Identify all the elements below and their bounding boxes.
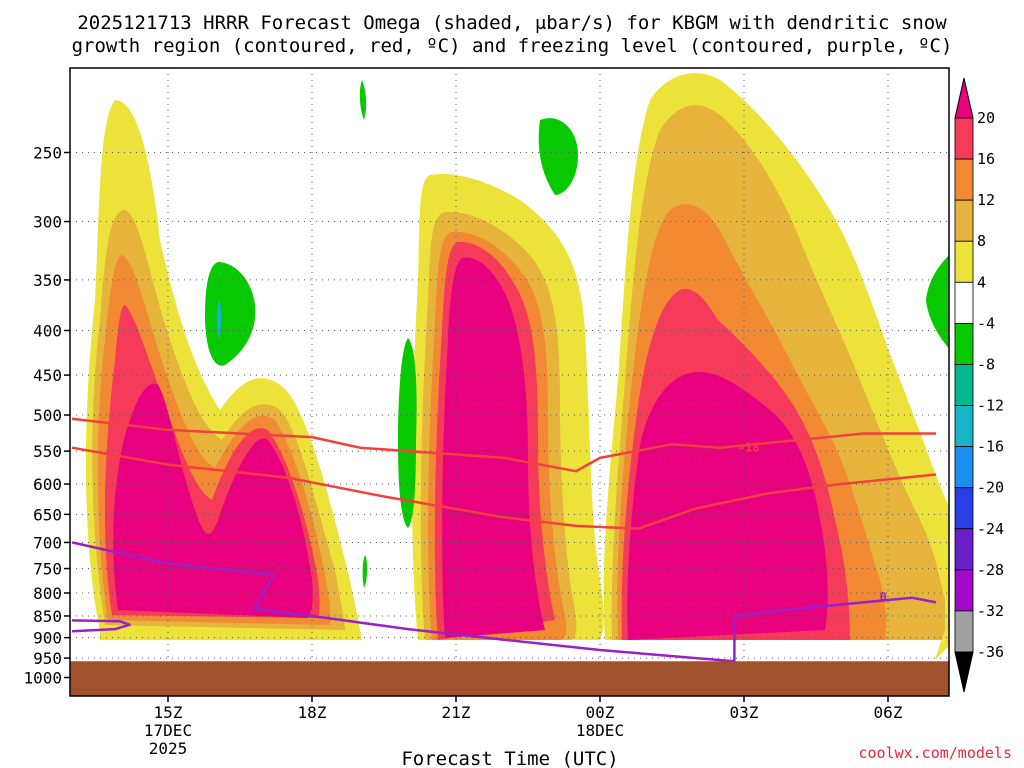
plot-frame — [69, 67, 950, 697]
colorbar-segment-6 — [954, 322, 974, 365]
colorbar-label-9: -20 — [977, 479, 1004, 497]
contour-line-3 — [71, 619, 131, 633]
colorbar-segment-1 — [954, 117, 974, 160]
y-tick-label-900: 900 — [33, 629, 62, 648]
colorbar-label-12: -32 — [977, 602, 1004, 620]
colorbar-segment-10 — [954, 487, 974, 530]
omega-plume-3 — [603, 73, 949, 641]
omega-plume-2 — [412, 174, 604, 641]
colorbar-label-3: 8 — [977, 232, 986, 250]
y-tick-label-550: 550 — [33, 442, 62, 461]
colorbar-label-1: 16 — [977, 150, 995, 168]
plot-area: -18 0 — [70, 68, 949, 696]
colorbar-label-6: -8 — [977, 355, 995, 373]
colorbar-label-7: -12 — [977, 397, 1004, 415]
colorbar-segment-4 — [954, 240, 974, 283]
colorbar-bottom-arrow — [954, 651, 974, 693]
omega-edge-patch — [935, 617, 949, 660]
y-tick-label-600: 600 — [33, 475, 62, 494]
contour-label-1: -18 — [738, 441, 760, 455]
contour-line-2 — [71, 541, 937, 663]
colorbar-label-11: -28 — [977, 561, 1004, 579]
colorbar-label-5: -4 — [977, 314, 995, 332]
y-tick-label-450: 450 — [33, 366, 62, 385]
y-axis: 250 300 350 400 450 500 550 600 650 700 750 800 850 9… — [23, 144, 70, 688]
colorbar-segment-7 — [954, 364, 974, 406]
x-axis-label: Forecast Time (UTC) — [401, 748, 618, 768]
contour-line-0 — [71, 417, 936, 473]
colorbar: 20 16 12 8 4 -4 -8 -12 -16 -20 -24 -28 -32 -36 — [954, 77, 1004, 693]
colorbar-label-4: 4 — [977, 273, 986, 291]
x-tick-sublabel-15Z: 17DEC — [144, 721, 192, 740]
y-tick-label-400: 400 — [33, 322, 62, 341]
y-tick-label-850: 850 — [33, 607, 62, 626]
colorbar-label-2: 12 — [977, 191, 995, 209]
colorbar-label-0: 20 — [977, 109, 995, 127]
x-tick-label-18Z: 18Z — [298, 703, 327, 722]
colorbar-segment-8 — [954, 405, 974, 448]
y-tick-label-500: 500 — [33, 406, 62, 425]
y-tick-label-700: 700 — [33, 533, 62, 552]
y-tick-label-300: 300 — [33, 213, 62, 232]
x-tick-label-15Z: 15Z — [154, 703, 183, 722]
y-tick-label-250: 250 — [33, 144, 62, 163]
colorbar-label-8: -16 — [977, 438, 1004, 456]
contour-lines: -18 0 — [71, 417, 937, 663]
x-tick-label-06Z: 06Z — [874, 703, 903, 722]
x-tick-year-15Z: 2025 — [149, 739, 188, 758]
colorbar-segment-11 — [954, 528, 974, 571]
colorbar-segment-12 — [954, 569, 974, 612]
colorbar-segment-3 — [954, 199, 974, 242]
omega-descent-areas — [205, 80, 949, 588]
omega-plume-1 — [85, 100, 363, 640]
x-tick-label-21Z: 21Z — [442, 703, 471, 722]
ground-below-surface — [70, 661, 949, 696]
credit-text: coolwx.com/models — [858, 744, 1012, 762]
contour-label-2: 0 — [880, 590, 887, 604]
colorbar-segment-2 — [954, 158, 974, 201]
y-tick-label-750: 750 — [33, 560, 62, 579]
colorbar-segment-9 — [954, 446, 974, 489]
chart-title-line-1: 2025121713 HRRR Forecast Omega (shaded, … — [77, 12, 947, 34]
colorbar-segment-5 — [954, 281, 974, 324]
chart-title-line-2: growth region (contoured, red, ºC) and f… — [72, 35, 953, 57]
colorbar-top-arrow — [954, 77, 974, 119]
colorbar-segment-13 — [954, 610, 974, 653]
x-tick-label-00Z: 00Z — [586, 703, 615, 722]
contour-line-1 — [71, 446, 937, 530]
x-tick-sublabel-00Z: 18DEC — [576, 721, 624, 740]
y-tick-label-1000: 1000 — [23, 669, 62, 688]
y-tick-label-350: 350 — [33, 271, 62, 290]
x-tick-label-03Z: 03Z — [730, 703, 759, 722]
colorbar-label-13: -36 — [977, 643, 1004, 661]
y-tick-label-650: 650 — [33, 505, 62, 524]
colorbar-label-10: -24 — [977, 520, 1004, 538]
y-tick-label-800: 800 — [33, 584, 62, 603]
y-tick-label-950: 950 — [33, 649, 62, 668]
